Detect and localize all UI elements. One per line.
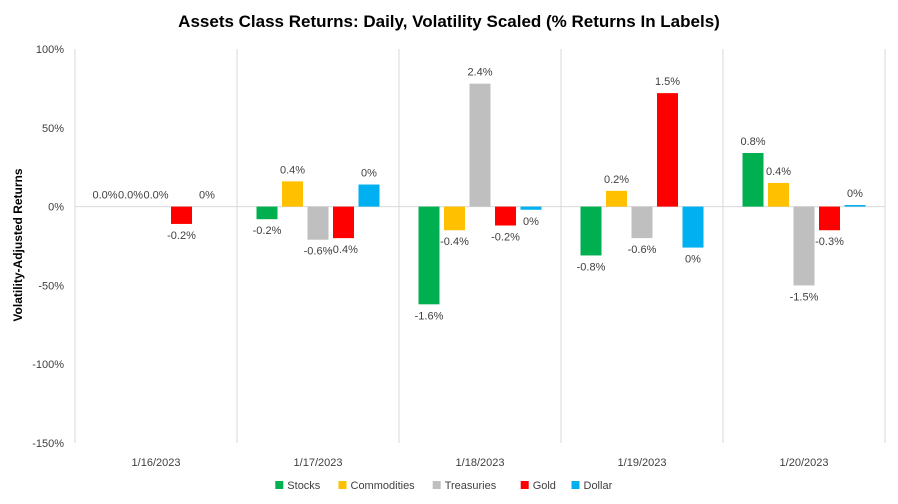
bar-commodities [444,206,465,231]
data-label: 0% [523,216,539,228]
data-label: 0.8% [740,136,765,148]
y-tick-label: 100% [36,44,64,56]
legend: Stocks Commodities Treasuries Gold Dollar [275,480,613,492]
data-label: 0.4% [766,166,791,178]
bar-commodities [282,181,303,207]
data-label: 1.5% [655,76,680,88]
x-tick-label: 1/18/2023 [456,457,505,469]
x-tick-label: 1/20/2023 [780,457,829,469]
legend-label-stocks: Stocks [287,480,321,492]
bar-stocks [256,206,278,220]
data-label: -0.3% [815,236,844,248]
y-tick-label: -100% [32,359,64,371]
bar-stocks [742,153,764,207]
bar-stocks [418,206,440,305]
data-label: -0.8% [577,261,606,273]
bar-treasuries [631,206,653,239]
bar-dollar [682,206,704,248]
data-label: 0% [685,254,701,266]
legend-swatch-commodities [338,481,347,489]
bar-gold [333,206,354,239]
data-label: -0.4% [329,244,358,256]
data-labels-layer: 0.0% -0.2% -1.6% -0.8% 0.8% 0.0% 0.4% -0.4% 0.2%… [92,67,863,323]
legend-label-dollar: Dollar [584,480,613,492]
data-label: 0.4% [280,164,305,176]
data-label: -0.6% [304,246,333,258]
bar-commodities [606,190,627,207]
y-tick-label: 0% [48,202,64,214]
data-label: -0.6% [628,244,657,256]
legend-swatch-treasuries [432,481,441,489]
bar-dollar [844,205,866,207]
y-tick-label: -150% [32,438,64,450]
x-tick-label: 1/16/2023 [132,457,181,469]
data-label: 0.0% [118,190,143,202]
legend-label-treasuries: Treasuries [445,480,497,492]
data-label: -1.5% [790,291,819,303]
bars-layer [94,83,866,305]
legend-label-gold: Gold [533,480,556,492]
axis-layer: 100% 50% 0% -50% -100% -150% 1/16/2023 1/17/202… [32,44,828,469]
data-label: -1.6% [415,310,444,322]
legend-swatch-dollar [571,481,580,489]
x-tick-label: 1/19/2023 [618,457,667,469]
bar-treasuries [469,83,491,207]
bar-gold [657,93,678,207]
legend-swatch-gold [520,481,529,489]
data-label: 0.2% [604,174,629,186]
data-label: -0.2% [253,225,282,237]
bar-dollar [520,206,542,210]
chart-title: Assets Class Returns: Daily, Volatility … [178,12,720,31]
data-label: -0.2% [167,230,196,242]
bar-commodities [768,182,789,207]
bar-dollar [358,184,380,207]
x-tick-label: 1/17/2023 [294,457,343,469]
data-label: 0.0% [92,190,117,202]
y-tick-label: -50% [38,280,64,292]
data-label: 0% [847,188,863,200]
data-label: 0% [361,168,377,180]
legend-swatch-stocks [275,481,284,489]
data-label: -0.2% [491,232,520,244]
legend-label-commodities: Commodities [351,480,416,492]
data-label: 0.0% [143,190,168,202]
y-axis-label: Volatility-Adjusted Returns [11,168,25,321]
data-label: -0.4% [440,236,469,248]
bar-treasuries [307,206,329,240]
data-label: 0% [199,190,215,202]
bar-gold [495,206,516,226]
bar-treasuries [793,206,815,286]
bar-stocks [580,206,602,256]
bar-gold [171,206,192,224]
data-label: 2.4% [467,67,492,79]
bar-gold [819,206,840,231]
y-tick-label: 50% [42,123,64,135]
